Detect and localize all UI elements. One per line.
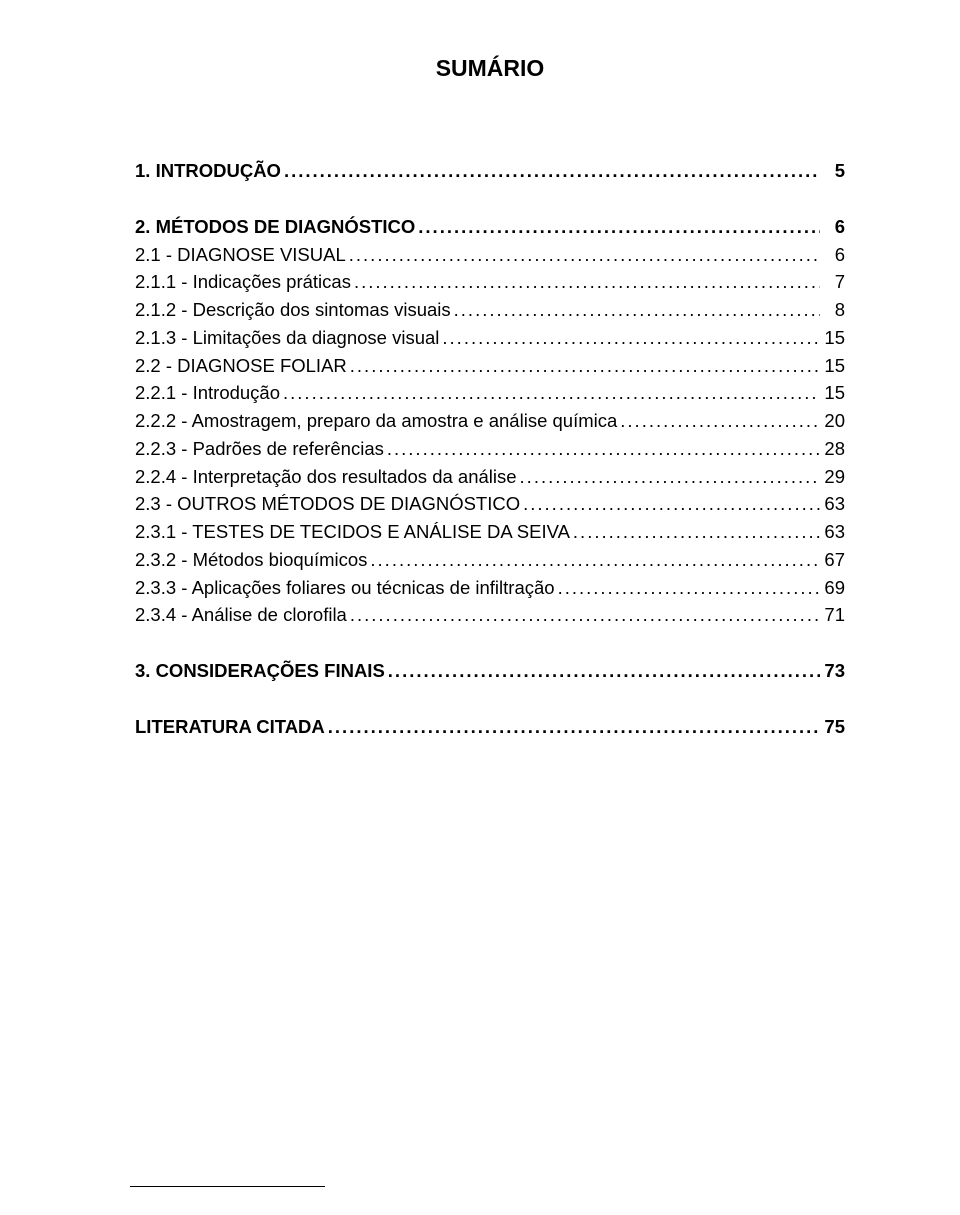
toc-entry: 2.3.1 - TESTES DE TECIDOS E ANÁLISE DA S… [135, 518, 845, 546]
toc-leader-dots [439, 324, 820, 352]
toc-entry: 2.1.3 - Limitações da diagnose visual 15 [135, 324, 845, 352]
toc-entry: 3. CONSIDERAÇÕES FINAIS 73 [135, 657, 845, 685]
toc-leader-dots [617, 407, 820, 435]
toc-entry-label: 2.3.3 - Aplicações foliares ou técnicas … [135, 574, 555, 602]
toc-entry-page: 67 [820, 546, 845, 574]
toc-leader-dots [520, 490, 820, 518]
toc-entry: 2.3.4 - Análise de clorofila 71 [135, 601, 845, 629]
toc-leader-dots [367, 546, 820, 574]
toc-entry-page: 7 [820, 268, 845, 296]
toc-entry-page: 6 [820, 241, 845, 269]
toc-entry: 2.1 - DIAGNOSE VISUAL 6 [135, 241, 845, 269]
toc-entry-label: 3. CONSIDERAÇÕES FINAIS [135, 657, 385, 685]
toc-entry-page: 73 [820, 657, 845, 685]
toc-leader-dots [385, 657, 820, 685]
toc-entry-page: 75 [820, 713, 845, 741]
toc-leader-dots [351, 268, 820, 296]
toc-entry-page: 6 [820, 213, 845, 241]
toc-leader-dots [517, 463, 820, 491]
toc-leader-dots [347, 601, 820, 629]
toc-entry-page: 15 [820, 352, 845, 380]
toc-leader-dots [346, 241, 820, 269]
toc-entry-label: LITERATURA CITADA [135, 713, 325, 741]
toc-entry-page: 29 [820, 463, 845, 491]
toc-entry: 2.2.2 - Amostragem, preparo da amostra e… [135, 407, 845, 435]
toc-leader-dots [415, 213, 820, 241]
toc-entry-label: 2.3.4 - Análise de clorofila [135, 601, 347, 629]
toc-leader-dots [281, 157, 820, 185]
toc-entry: LITERATURA CITADA 75 [135, 713, 845, 741]
toc-entry: 2.3.2 - Métodos bioquímicos 67 [135, 546, 845, 574]
toc-entry-label: 2.1.2 - Descrição dos sintomas visuais [135, 296, 451, 324]
toc-entry-label: 2.3.1 - TESTES DE TECIDOS E ANÁLISE DA S… [135, 518, 570, 546]
toc-entry-label: 2. MÉTODOS DE DIAGNÓSTICO [135, 213, 415, 241]
toc-entry-page: 20 [820, 407, 845, 435]
toc-entry: 2.2 - DIAGNOSE FOLIAR 15 [135, 352, 845, 380]
toc-entry-label: 2.2.2 - Amostragem, preparo da amostra e… [135, 407, 617, 435]
toc-entry-label: 2.2.3 - Padrões de referências [135, 435, 384, 463]
toc-leader-dots [325, 713, 820, 741]
toc-entry-page: 63 [820, 518, 845, 546]
toc-entry: 2. MÉTODOS DE DIAGNÓSTICO 6 [135, 213, 845, 241]
toc-entry-label: 2.3 - OUTROS MÉTODOS DE DIAGNÓSTICO [135, 490, 520, 518]
toc-entry-label: 2.2.4 - Interpretação dos resultados da … [135, 463, 517, 491]
toc-entry: 2.1.1 - Indicações práticas 7 [135, 268, 845, 296]
toc-leader-dots [451, 296, 820, 324]
toc-entry-label: 1. INTRODUÇÃO [135, 157, 281, 185]
toc-leader-dots [347, 352, 820, 380]
toc-spacer [135, 685, 845, 713]
toc-entry: 2.2.1 - Introdução 15 [135, 379, 845, 407]
toc-entry-page: 15 [820, 379, 845, 407]
page-title: SUMÁRIO [135, 55, 845, 82]
toc-leader-dots [570, 518, 820, 546]
toc-entry-label: 2.2 - DIAGNOSE FOLIAR [135, 352, 347, 380]
toc-entry: 2.2.4 - Interpretação dos resultados da … [135, 463, 845, 491]
table-of-contents: 1. INTRODUÇÃO 5 2. MÉTODOS DE DIAGNÓSTICO 6… [135, 157, 845, 741]
toc-entry-page: 63 [820, 490, 845, 518]
toc-entry: 2.3 - OUTROS MÉTODOS DE DIAGNÓSTICO 63 [135, 490, 845, 518]
toc-entry: 2.1.2 - Descrição dos sintomas visuais 8 [135, 296, 845, 324]
toc-leader-dots [555, 574, 820, 602]
toc-spacer [135, 185, 845, 213]
toc-entry-label: 2.3.2 - Métodos bioquímicos [135, 546, 367, 574]
toc-spacer [135, 629, 845, 657]
toc-entry-page: 15 [820, 324, 845, 352]
toc-entry-page: 69 [820, 574, 845, 602]
toc-entry-label: 2.1.1 - Indicações práticas [135, 268, 351, 296]
toc-entry-page: 28 [820, 435, 845, 463]
toc-entry: 1. INTRODUÇÃO 5 [135, 157, 845, 185]
footer-separator [130, 1186, 325, 1187]
toc-entry-page: 5 [820, 157, 845, 185]
toc-entry: 2.3.3 - Aplicações foliares ou técnicas … [135, 574, 845, 602]
toc-entry-page: 71 [820, 601, 845, 629]
toc-leader-dots [280, 379, 820, 407]
toc-entry-label: 2.2.1 - Introdução [135, 379, 280, 407]
toc-leader-dots [384, 435, 820, 463]
toc-entry-label: 2.1.3 - Limitações da diagnose visual [135, 324, 439, 352]
toc-entry-label: 2.1 - DIAGNOSE VISUAL [135, 241, 346, 269]
toc-entry-page: 8 [820, 296, 845, 324]
toc-entry: 2.2.3 - Padrões de referências 28 [135, 435, 845, 463]
